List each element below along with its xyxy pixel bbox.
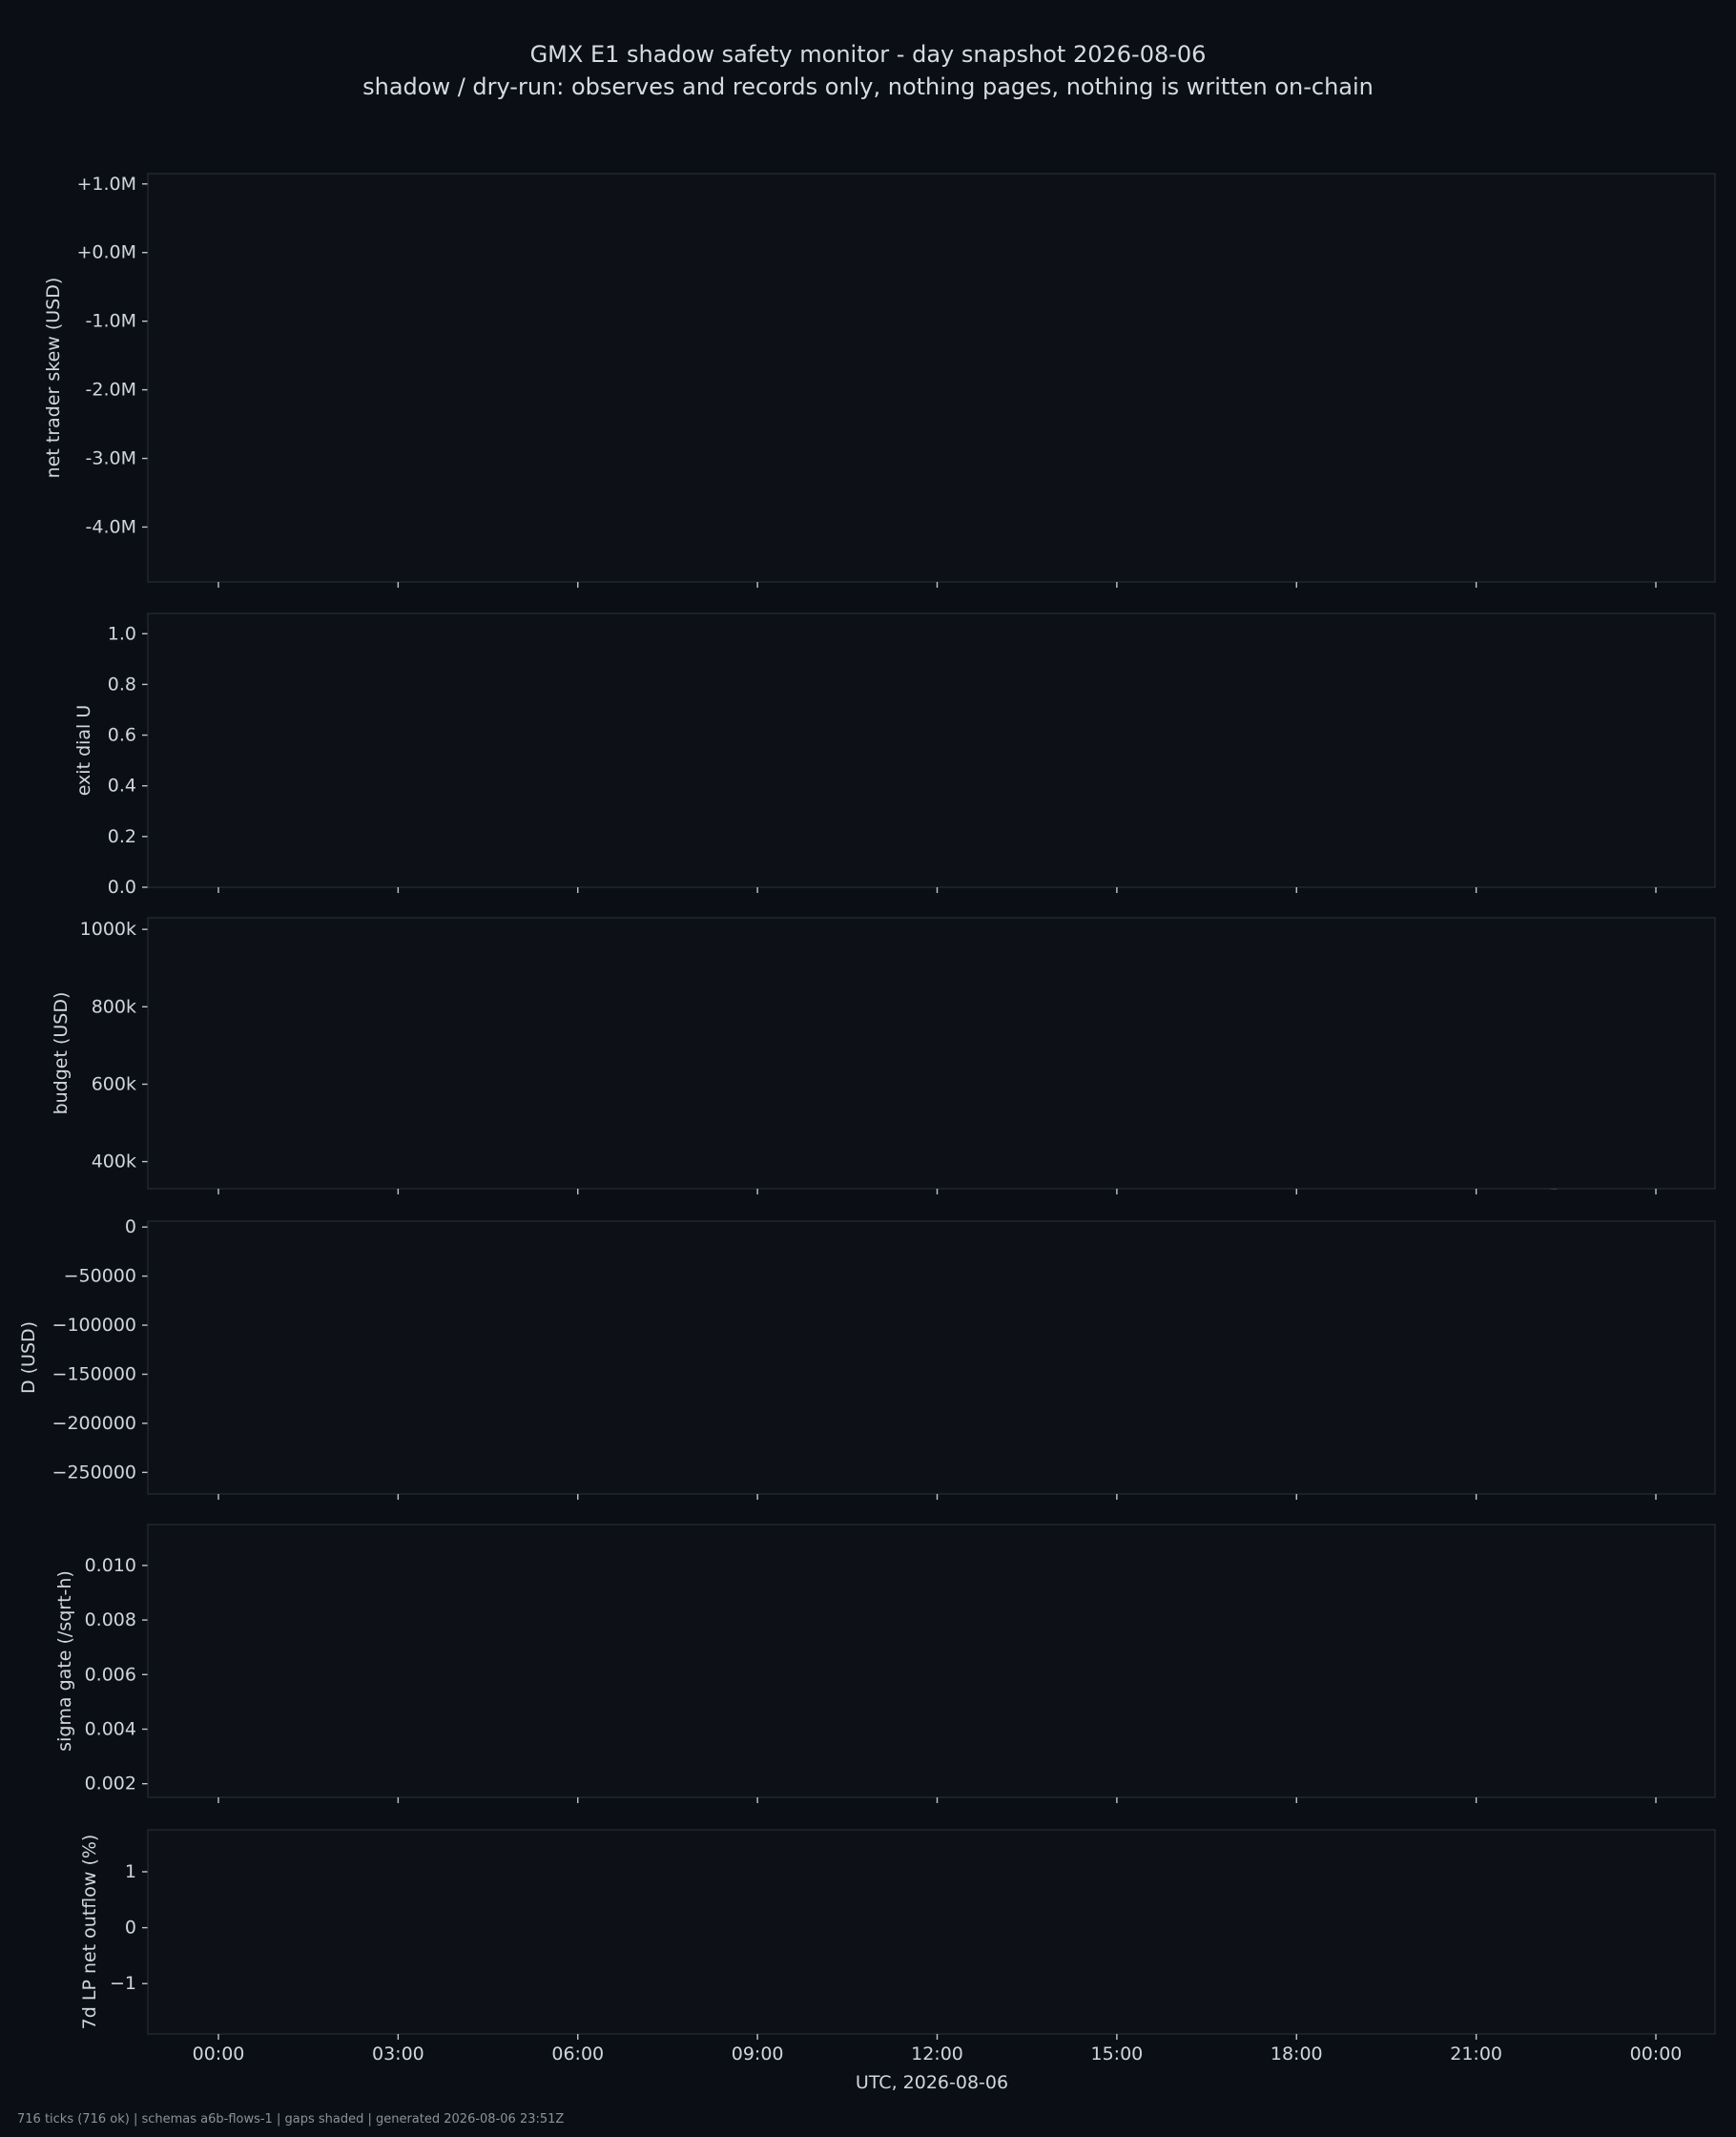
x-tick-label: 06:00 [551,2044,604,2064]
y-tick-label: 0 [125,1918,136,1939]
y-tick-label: 0.004 [85,1719,136,1740]
y-tick-label: 0 [125,1216,136,1237]
y-axis-label: sigma gate (/sqrt-h) [54,1570,75,1752]
x-tick-label: 12:00 [911,2044,963,2064]
y-tick-label: −1 [110,1973,136,1994]
y-tick-label: 1000k [80,919,136,940]
y-tick-label: −200000 [52,1413,136,1434]
y-tick-label: 0.006 [85,1664,136,1685]
y-tick-label: −100000 [52,1315,136,1336]
x-tick-label: 15:00 [1090,2044,1143,2064]
y-tick-label: 800k [92,996,136,1017]
x-tick-label: 00:00 [193,2044,245,2064]
x-tick-label: 18:00 [1271,2044,1323,2064]
footer-status: 716 ticks (716 ok) | schemas a6b-flows-1… [17,2112,565,2127]
y-tick-label: −50000 [64,1266,136,1287]
y-tick-label: 0.8 [108,674,136,695]
y-tick-label: -2.0M [86,380,136,401]
y-tick-label: −250000 [52,1462,136,1483]
x-tick-label: 09:00 [732,2044,784,2064]
chart-title-block: GMX E1 shadow safety monitor - day snaps… [0,38,1736,103]
y-tick-label: 400k [92,1151,136,1172]
x-axis-label: UTC, 2026-08-06 [856,2072,1008,2093]
y-axis-label: D (USD) [18,1321,39,1394]
panel-frame-1 [147,173,1716,583]
y-tick-label: 1 [125,1861,136,1882]
y-tick-label: 0.6 [108,725,136,746]
y-tick-label: -1.0M [86,311,136,332]
x-tick-label: 03:00 [372,2044,424,2064]
chart-title: GMX E1 shadow safety monitor - day snaps… [529,41,1207,68]
y-tick-label: 0.4 [108,776,136,797]
panel-frame-2 [147,612,1716,888]
y-axis-label: exit dial U [73,705,94,797]
y-tick-label: +1.0M [76,174,136,195]
x-tick-label: 00:00 [1630,2044,1683,2064]
y-tick-label: -3.0M [86,448,136,469]
y-tick-label: 0.002 [85,1774,136,1795]
panel-frame-5 [147,1524,1716,1798]
y-tick-label: 1.0 [108,623,136,644]
panel-frame-4 [147,1220,1716,1495]
panel-frame-3 [147,917,1716,1190]
y-tick-label: 600k [92,1073,136,1094]
y-tick-label: 0.010 [85,1555,136,1576]
y-tick-label: 0.0 [108,877,136,898]
chart-subtitle: shadow / dry-run: observes and records o… [362,73,1374,100]
y-tick-label: -4.0M [86,516,136,537]
y-axis-label: budget (USD) [51,992,72,1115]
y-tick-label: −150000 [52,1363,136,1384]
y-axis-label: net trader skew (USD) [43,278,64,479]
y-tick-label: 0.008 [85,1609,136,1630]
y-tick-label: +0.0M [76,242,136,263]
panel-frame-6 [147,1829,1716,2035]
x-tick-label: 21:00 [1450,2044,1502,2064]
y-axis-label: 7d LP net outflow (%) [79,1835,100,2030]
y-tick-label: 0.2 [108,826,136,847]
